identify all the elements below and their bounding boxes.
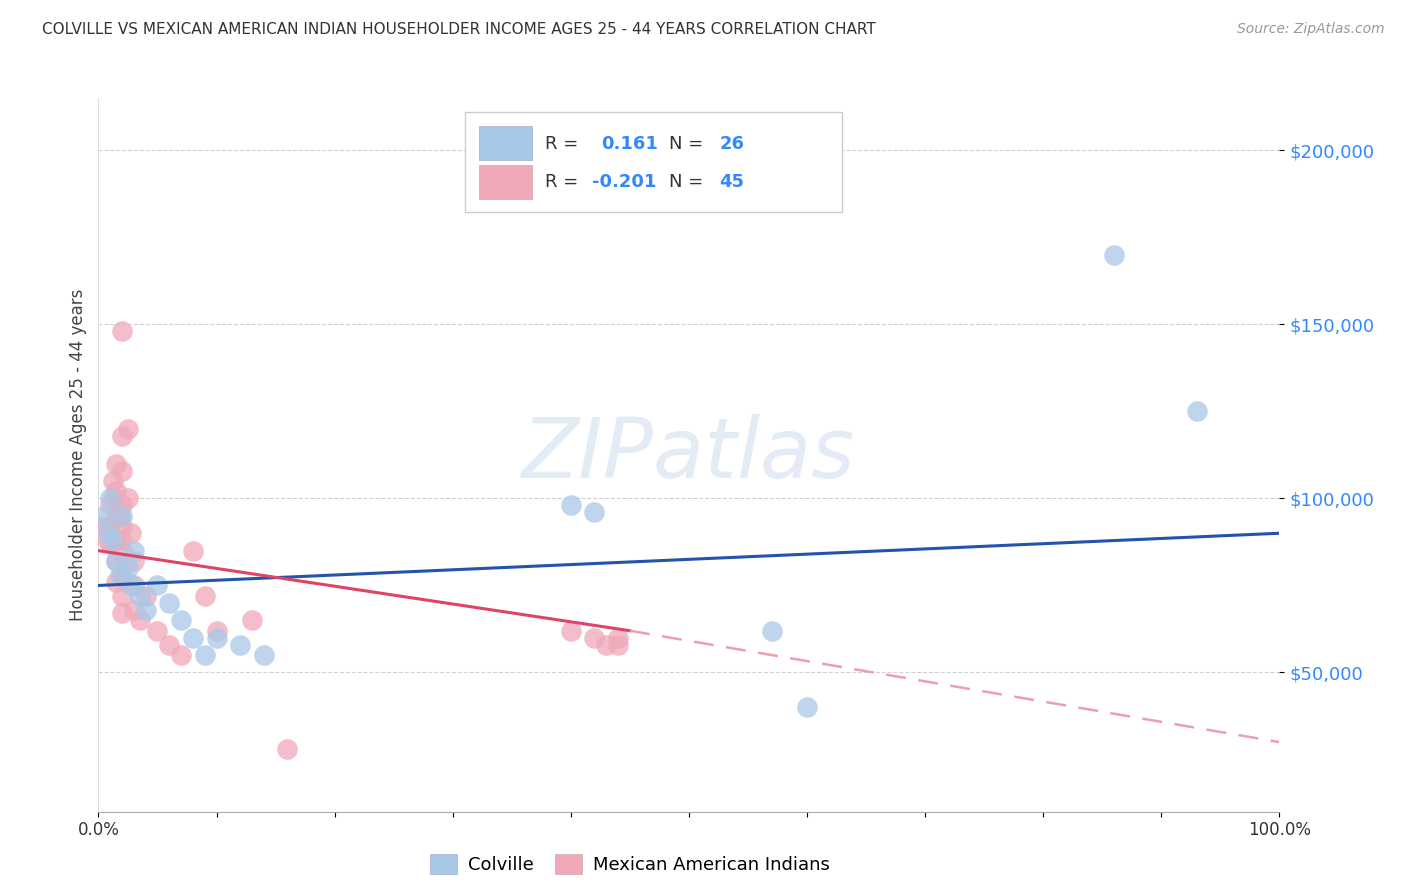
Point [105, 574, 128, 589]
Point [194, 648, 217, 662]
Point [146, 624, 169, 638]
Point [128, 613, 150, 627]
Text: ZIPatlas: ZIPatlas [522, 415, 856, 495]
Point [111, 429, 134, 443]
Point [121, 526, 143, 541]
Point [105, 508, 128, 523]
Point [122, 603, 145, 617]
Point [135, 589, 157, 603]
Point [105, 554, 128, 568]
Point [205, 624, 228, 638]
Text: 45: 45 [720, 173, 745, 191]
Point [170, 648, 193, 662]
FancyBboxPatch shape [478, 126, 531, 161]
Point [96, 533, 118, 548]
Point [761, 624, 783, 638]
Point [121, 578, 143, 592]
Point [205, 631, 228, 645]
Point [108, 508, 131, 523]
Text: R =: R = [546, 173, 583, 191]
Text: N =: N = [669, 173, 709, 191]
Point [128, 589, 150, 603]
Point [117, 561, 139, 575]
Point [560, 624, 582, 638]
Y-axis label: Householder Income Ages 25 - 44 years: Householder Income Ages 25 - 44 years [69, 289, 87, 621]
Point [229, 638, 252, 652]
Point [111, 589, 134, 603]
Point [93, 519, 115, 533]
Text: N =: N = [669, 135, 709, 153]
Point [240, 613, 263, 627]
Point [560, 499, 582, 513]
FancyBboxPatch shape [464, 112, 842, 212]
Point [101, 474, 124, 488]
Point [253, 648, 276, 662]
Point [122, 578, 145, 592]
Point [276, 742, 298, 756]
Point [135, 603, 157, 617]
Point [110, 533, 132, 548]
Point [105, 484, 128, 499]
Legend: Colville, Mexican American Indians: Colville, Mexican American Indians [423, 847, 837, 881]
Point [595, 638, 617, 652]
Point [103, 491, 125, 506]
Text: Source: ZipAtlas.com: Source: ZipAtlas.com [1237, 22, 1385, 37]
Point [105, 554, 128, 568]
Point [117, 422, 139, 436]
Point [1102, 248, 1125, 262]
Point [583, 505, 606, 519]
Point [117, 491, 139, 506]
Point [181, 631, 204, 645]
Text: -0.201: -0.201 [592, 173, 657, 191]
Point [181, 543, 204, 558]
Text: 0.161: 0.161 [602, 135, 658, 153]
Point [108, 568, 131, 582]
Point [101, 533, 124, 548]
Point [607, 631, 630, 645]
Point [111, 607, 134, 621]
Text: COLVILLE VS MEXICAN AMERICAN INDIAN HOUSEHOLDER INCOME AGES 25 - 44 YEARS CORREL: COLVILLE VS MEXICAN AMERICAN INDIAN HOUS… [42, 22, 876, 37]
Point [122, 543, 145, 558]
Point [93, 508, 115, 523]
Point [583, 631, 606, 645]
Point [796, 700, 818, 714]
Point [122, 554, 145, 568]
FancyBboxPatch shape [478, 165, 531, 200]
Point [98, 519, 121, 533]
Point [111, 508, 134, 523]
Point [111, 519, 134, 533]
Point [111, 324, 134, 338]
Point [157, 638, 180, 652]
Point [97, 526, 120, 541]
Point [98, 491, 121, 506]
Point [157, 596, 180, 610]
Text: 26: 26 [720, 135, 745, 153]
Point [105, 533, 128, 548]
Point [111, 543, 134, 558]
Point [1185, 404, 1208, 418]
Point [111, 464, 134, 478]
Point [98, 499, 121, 513]
Point [111, 499, 134, 513]
Point [194, 589, 217, 603]
Point [146, 578, 169, 592]
Point [607, 638, 630, 652]
Point [111, 568, 134, 582]
Text: R =: R = [546, 135, 583, 153]
Point [105, 457, 128, 471]
Point [170, 613, 193, 627]
Point [98, 537, 121, 551]
